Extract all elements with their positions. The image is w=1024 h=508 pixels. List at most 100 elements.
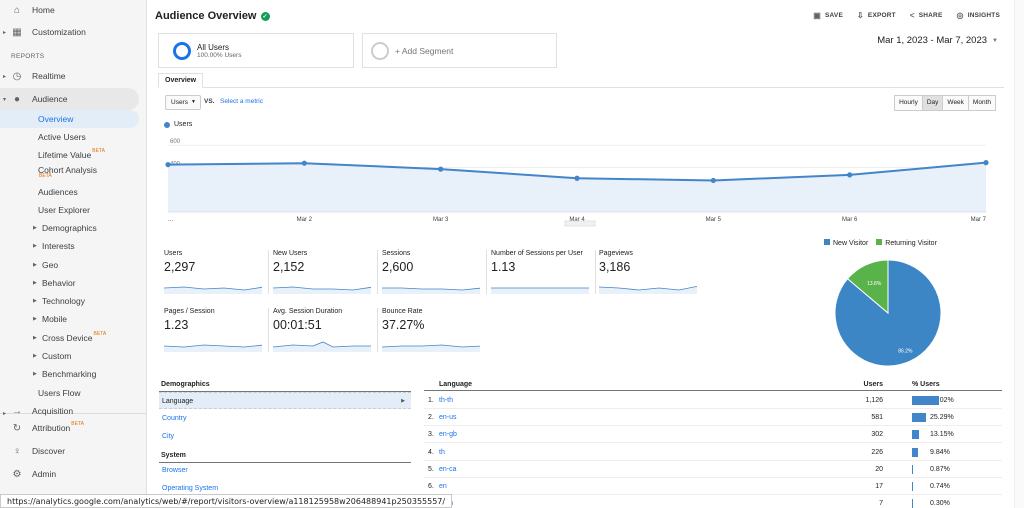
sidebar: ⌂ Home ▸ ▦ Customization REPORTS ▸ ◷ Realti… — [0, 0, 147, 508]
sidebar-sub-cross-device[interactable]: ▶ Cross Device BETA — [33, 331, 107, 343]
pie-label: 86.2% — [898, 349, 913, 355]
data-point[interactable] — [710, 177, 716, 184]
insights-icon: ◎ — [956, 11, 964, 20]
sparkline — [599, 285, 697, 294]
export-icon: ⇩ — [857, 11, 864, 20]
segment-ring-icon — [173, 41, 191, 60]
export-button[interactable]: ⇩ EXPORT — [857, 11, 896, 20]
sidebar-item-realtime[interactable]: ◷ Realtime — [0, 66, 146, 86]
sidebar-item-attribution[interactable]: ↻ Attribution BETA — [0, 418, 146, 438]
x-tick-label: Mar 3 — [433, 217, 449, 223]
sidebar-sub-users-flow[interactable]: Users Flow — [38, 388, 81, 398]
data-point[interactable] — [301, 160, 307, 166]
language-table-header: Language Users % Users — [424, 377, 1002, 391]
sidebar-item-admin[interactable]: ⚙ Admin — [0, 464, 146, 484]
sidebar-sub-geo[interactable]: ▶ Geo — [33, 260, 59, 270]
metric-tile[interactable]: Bounce Rate 37.27% — [382, 308, 484, 352]
status-bar-url: https://analytics.google.com/analytics/w… — [0, 494, 453, 508]
expand-icon[interactable]: ▸ — [3, 411, 7, 417]
language-link[interactable]: en-ca — [439, 465, 457, 473]
data-point[interactable] — [983, 160, 989, 166]
system-browser[interactable]: Browser — [162, 467, 188, 474]
toolbar: ▣ SAVE ⇩ EXPORT < SHARE ◎ INSIGHTS — [813, 11, 1000, 20]
sidebar-sub-lifetime-value[interactable]: Lifetime Value BETA — [38, 148, 105, 160]
add-segment-button[interactable]: + Add Segment — [362, 33, 557, 68]
sidebar-sub-custom[interactable]: ▶ Custom — [33, 351, 72, 361]
tile-divider — [268, 250, 269, 294]
person-icon: ● — [13, 93, 21, 105]
sidebar-item-home[interactable]: ⌂ Home — [0, 0, 146, 20]
select-metric-link[interactable]: Select a metric — [220, 98, 263, 105]
sidebar-item-customization[interactable]: ▦ Customization — [0, 22, 146, 42]
cell-users: 17 — [875, 483, 883, 490]
chart-resize-handle[interactable] — [564, 220, 596, 227]
language-link[interactable]: en-us — [439, 414, 457, 422]
x-tick-label: Mar 2 — [297, 217, 313, 223]
granularity-toggle: Hourly Day Week Month — [894, 95, 996, 111]
scrollbar[interactable] — [1014, 0, 1024, 508]
sparkline — [382, 344, 480, 352]
data-point[interactable] — [574, 175, 580, 181]
sidebar-sub-active-users[interactable]: Active Users — [38, 132, 86, 142]
sidebar-sub-technology[interactable]: ▶ Technology — [33, 296, 86, 306]
granularity-hourly[interactable]: Hourly — [894, 95, 923, 111]
language-link[interactable]: en — [439, 483, 447, 490]
granularity-month[interactable]: Month — [967, 95, 996, 111]
granularity-week[interactable]: Week — [942, 95, 969, 111]
system-divider — [159, 462, 411, 463]
metric-tile[interactable]: Avg. Session Duration 00:01:51 — [273, 308, 375, 352]
table-row: 1. th-th 1,126 49.02% — [424, 392, 1002, 409]
metric-select[interactable]: Users ▼ — [165, 95, 201, 110]
demo-city[interactable]: City — [162, 433, 175, 440]
insights-button[interactable]: ◎ INSIGHTS — [956, 11, 1000, 20]
sidebar-item-discover[interactable]: ♀ Discover — [0, 441, 146, 461]
sidebar-sub-overview[interactable]: Overview — [0, 110, 139, 128]
tab-overview[interactable]: Overview — [158, 73, 204, 88]
sidebar-sub-audiences[interactable]: Audiences — [38, 187, 78, 197]
expand-icon[interactable]: ▸ — [3, 74, 7, 80]
language-link[interactable]: th — [439, 448, 445, 456]
metric-tile[interactable]: Pageviews 3,186 — [599, 250, 701, 294]
sidebar-sub-user-explorer[interactable]: User Explorer — [38, 205, 90, 215]
sidebar-sub-interests[interactable]: ▶ Interests — [33, 241, 75, 251]
segment-all-users[interactable]: All Users 100.00% Users — [158, 33, 354, 68]
triangle-right-icon: ▶ — [33, 335, 37, 341]
data-point[interactable] — [847, 172, 853, 178]
metric-tile[interactable]: New Users 2,152 — [273, 250, 375, 294]
demo-language[interactable]: Language ▶ — [159, 392, 411, 409]
pie-legend: New Visitor Returning Visitor — [824, 239, 937, 247]
sidebar-sub-mobile[interactable]: ▶ Mobile — [33, 314, 68, 324]
sidebar-sub-cohort-analysis[interactable]: Cohort Analysis BETA — [38, 165, 98, 179]
date-range-picker[interactable]: Mar 1, 2023 - Mar 7, 2023 ▼ — [877, 35, 998, 46]
metric-value: 37.27% — [382, 318, 425, 332]
granularity-day[interactable]: Day — [921, 95, 944, 111]
share-button[interactable]: < SHARE — [909, 11, 943, 20]
data-point[interactable] — [165, 162, 171, 168]
save-button[interactable]: ▣ SAVE — [813, 11, 844, 20]
sidebar-sub-benchmarking[interactable]: ▶ Benchmarking — [33, 369, 97, 379]
language-link[interactable]: en-gb — [439, 431, 457, 439]
data-point[interactable] — [438, 166, 444, 172]
legend-returning-visitor: Returning Visitor — [876, 239, 937, 247]
metric-tile[interactable]: Users 2,297 — [164, 250, 266, 294]
sidebar-sub-behavior[interactable]: ▶ Behavior — [33, 278, 76, 288]
demo-divider — [159, 391, 411, 392]
expand-icon[interactable]: ▸ — [3, 30, 7, 36]
sidebar-item-acquisition[interactable]: → Acquisition — [12, 405, 74, 417]
pie-slice[interactable] — [846, 259, 889, 315]
sidebar-item-audience[interactable]: ● Audience — [0, 88, 139, 110]
series-area — [168, 162, 986, 212]
metric-tile[interactable]: Sessions 2,600 — [382, 250, 484, 294]
metric-tile[interactable]: Number of Sessions per User 1.13 — [491, 250, 593, 294]
chevron-down-icon: ▼ — [191, 99, 196, 105]
collapse-icon[interactable]: ▾ — [3, 97, 7, 103]
sidebar-sub-demographics[interactable]: ▶ Demographics — [33, 223, 97, 233]
language-link[interactable]: th-th — [439, 397, 454, 404]
metric-tile[interactable]: Pages / Session 1.23 — [164, 308, 266, 352]
x-tick-label: Mar 6 — [842, 217, 858, 223]
percent-bar — [912, 396, 940, 405]
cell-num: 6. — [428, 483, 434, 490]
system-os[interactable]: Operating System — [162, 485, 219, 492]
demo-country[interactable]: Country — [162, 415, 187, 422]
metric-value: 00:01:51 — [273, 318, 322, 332]
